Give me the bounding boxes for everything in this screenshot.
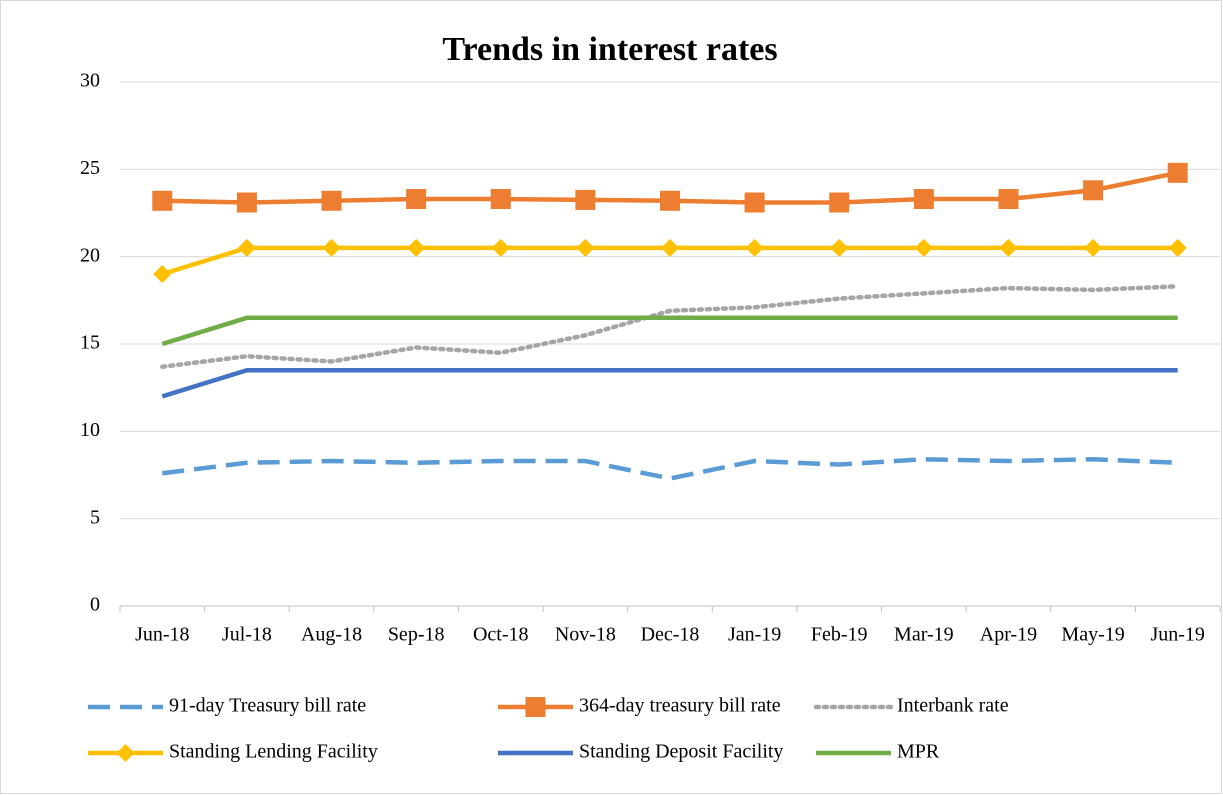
x-tick-label: Jun-19 bbox=[1150, 624, 1204, 646]
marker bbox=[744, 192, 765, 213]
x-tick-label: Sep-18 bbox=[388, 624, 445, 646]
x-tick-label: Jul-18 bbox=[222, 624, 272, 646]
legend-label: 91-day Treasury bill rate bbox=[169, 695, 366, 717]
x-tick-label: May-19 bbox=[1061, 624, 1124, 646]
chart-title: Trends in interest rates bbox=[442, 31, 777, 68]
marker bbox=[998, 189, 1019, 210]
legend-label: Interbank rate bbox=[897, 695, 1009, 717]
marker bbox=[745, 238, 764, 257]
x-tick-label: Nov-18 bbox=[555, 624, 616, 646]
legend-label: 364-day treasury bill rate bbox=[579, 695, 781, 717]
x-tick-label: Jan-19 bbox=[728, 624, 781, 646]
marker bbox=[830, 238, 849, 257]
marker bbox=[575, 189, 596, 210]
marker bbox=[999, 238, 1018, 257]
marker bbox=[407, 238, 426, 257]
series-line bbox=[162, 457, 1178, 481]
x-tick-label: Feb-19 bbox=[811, 624, 868, 646]
x-tick-label: Apr-19 bbox=[980, 624, 1037, 646]
marker bbox=[576, 238, 595, 257]
legend-label: Standing Deposit Facility bbox=[579, 741, 783, 763]
marker bbox=[1083, 180, 1104, 201]
marker bbox=[322, 238, 341, 257]
x-tick-label: Aug-18 bbox=[301, 624, 362, 646]
y-tick-label: 30 bbox=[80, 70, 100, 92]
marker bbox=[1167, 162, 1188, 183]
marker bbox=[660, 190, 680, 211]
legend-marker bbox=[525, 697, 546, 717]
series-line bbox=[161, 315, 1178, 347]
y-tick-label: 20 bbox=[80, 244, 100, 266]
marker bbox=[152, 190, 173, 211]
legend-marker bbox=[116, 744, 135, 762]
y-tick-label: 0 bbox=[90, 594, 100, 616]
marker bbox=[236, 192, 257, 213]
x-tick-label: Mar-19 bbox=[894, 624, 954, 646]
x-tick-label: Oct-18 bbox=[473, 624, 529, 646]
marker bbox=[913, 189, 934, 210]
legend-label: Standing Lending Facility bbox=[169, 741, 378, 763]
y-tick-label: 25 bbox=[80, 157, 100, 179]
marker bbox=[1084, 238, 1103, 257]
marker bbox=[321, 190, 342, 211]
marker bbox=[153, 265, 172, 284]
series-line bbox=[160, 284, 1180, 369]
marker bbox=[237, 238, 256, 257]
marker bbox=[829, 192, 850, 213]
marker bbox=[490, 189, 511, 210]
y-tick-label: 5 bbox=[90, 506, 100, 528]
marker bbox=[661, 238, 679, 257]
marker bbox=[406, 189, 427, 210]
series-line bbox=[161, 367, 1178, 399]
marker bbox=[914, 238, 933, 257]
marker bbox=[491, 238, 510, 257]
y-tick-label: 10 bbox=[80, 419, 100, 441]
x-tick-label: Jun-18 bbox=[135, 624, 189, 646]
marker bbox=[1168, 238, 1187, 257]
legend-label: MPR bbox=[897, 741, 940, 763]
x-tick-label: Dec-18 bbox=[641, 624, 700, 646]
y-tick-label: 15 bbox=[80, 332, 100, 354]
